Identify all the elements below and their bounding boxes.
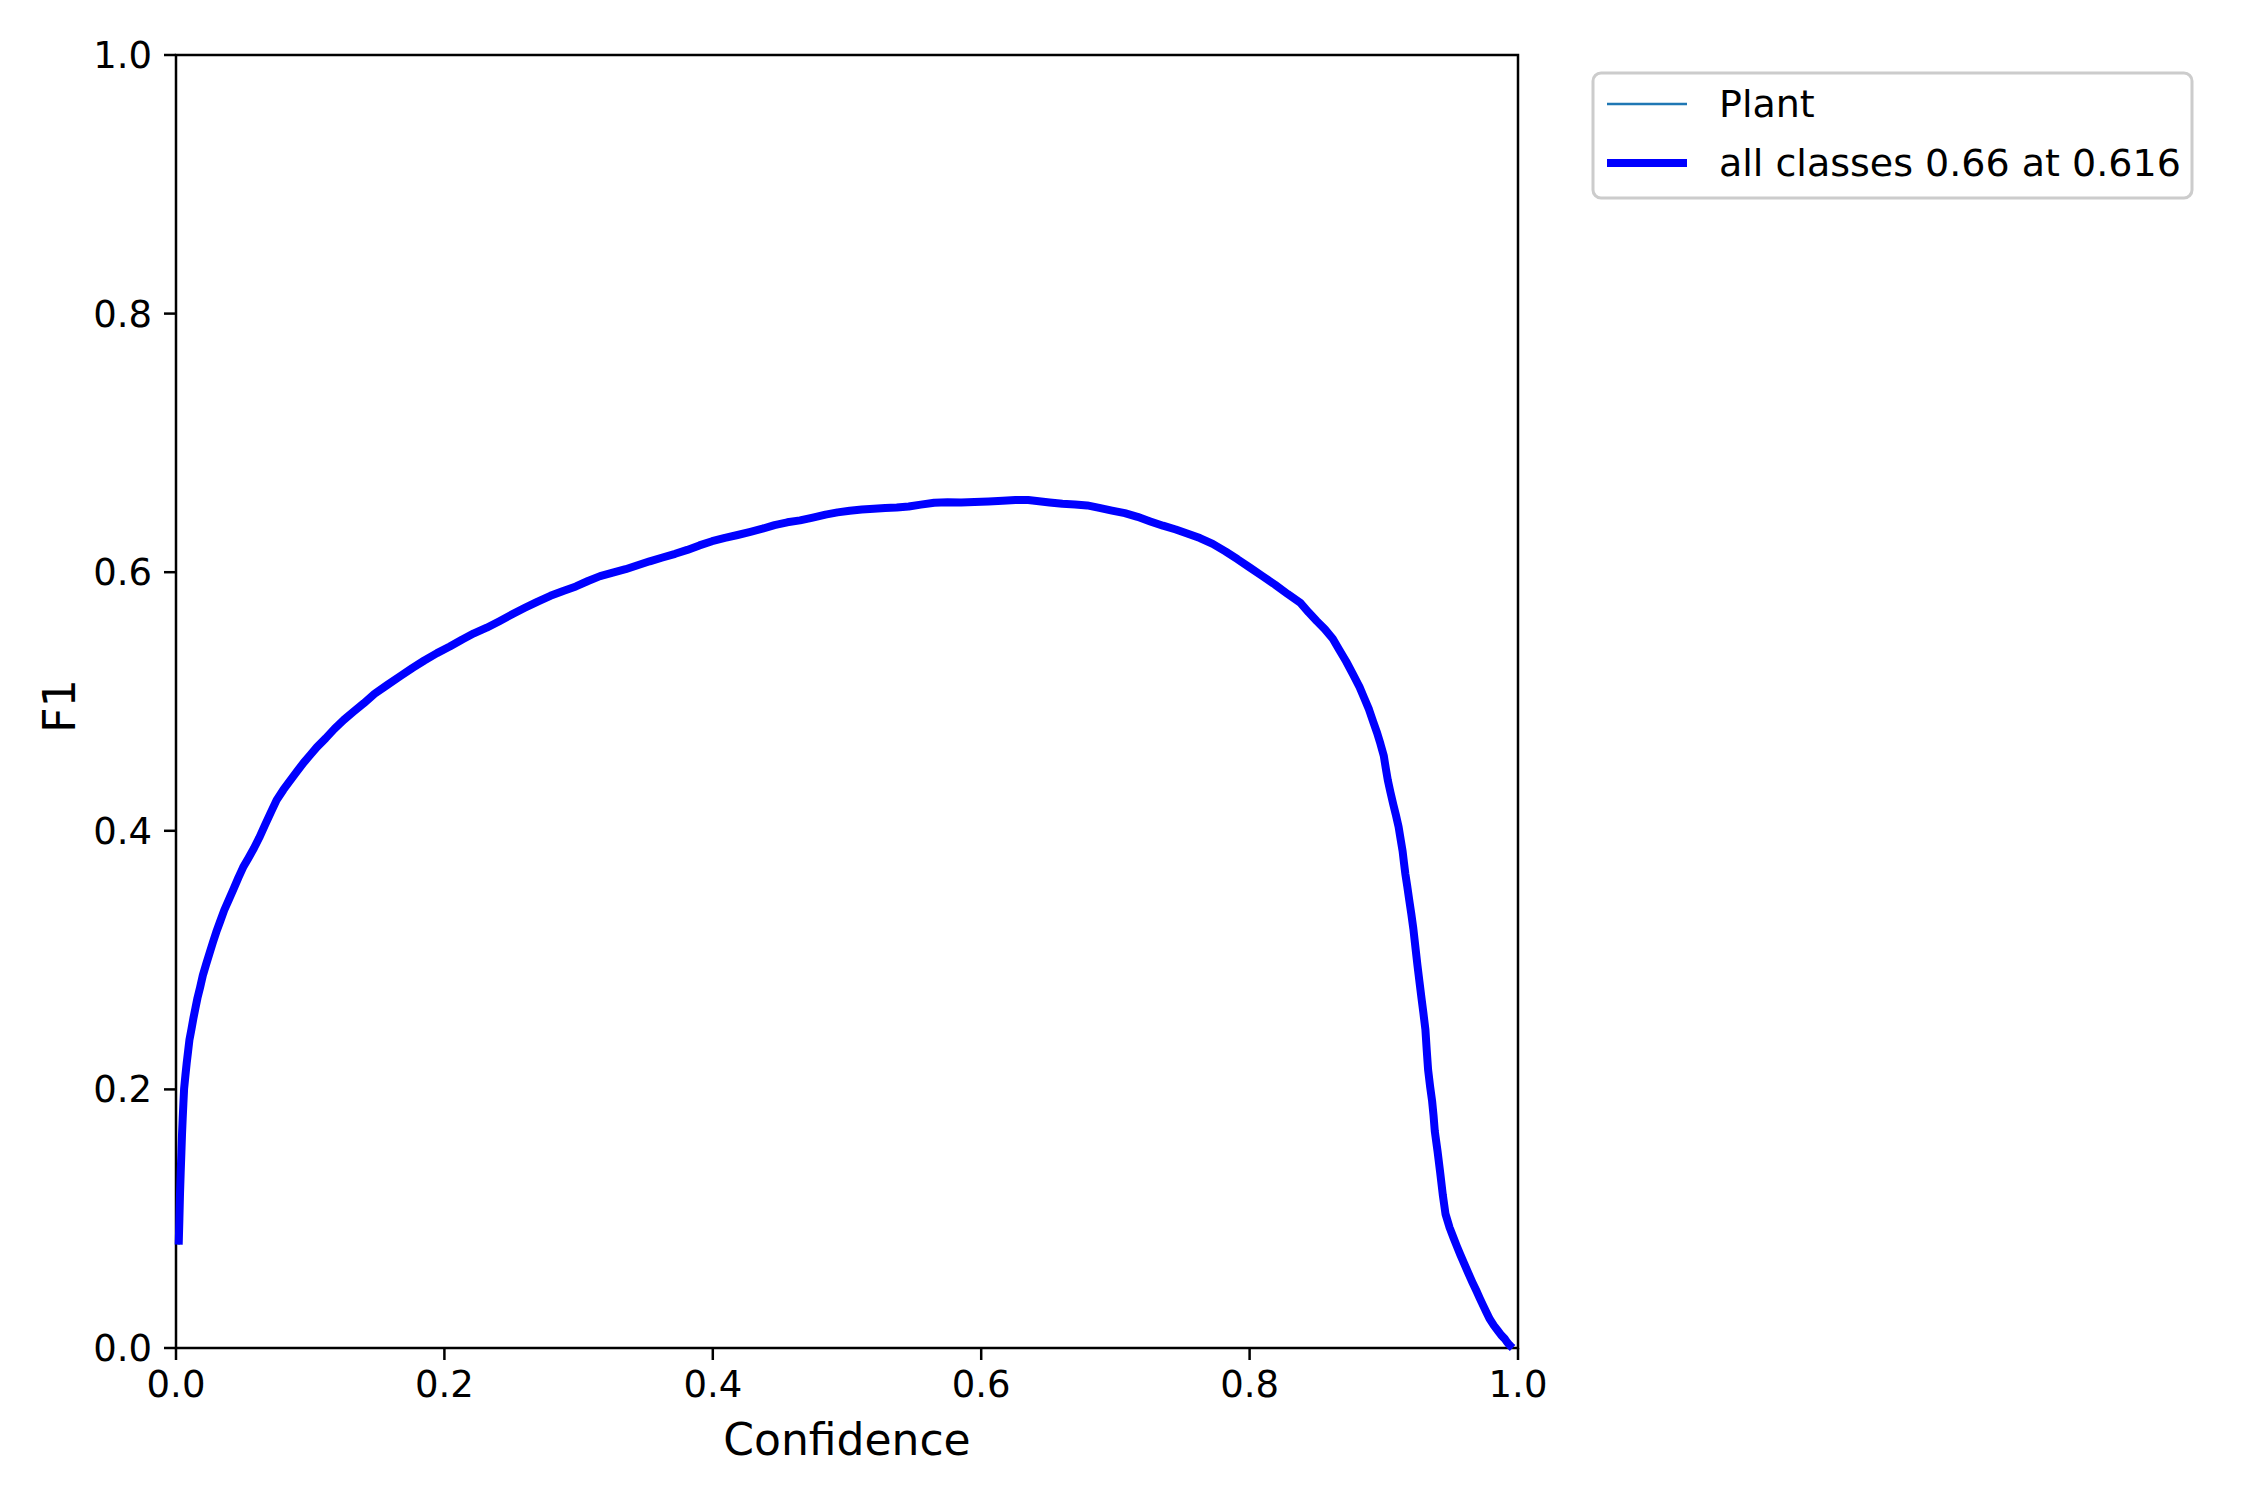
axes-frame bbox=[176, 55, 1518, 1348]
y-tick-label: 0.0 bbox=[93, 1327, 152, 1370]
legend-label-all-classes: all classes 0.66 at 0.616 bbox=[1719, 141, 2181, 185]
legend-label-plant: Plant bbox=[1719, 82, 1815, 126]
all-classes-curve bbox=[179, 500, 1513, 1348]
y-tick-label: 0.4 bbox=[93, 810, 152, 853]
x-tick-label: 0.0 bbox=[147, 1363, 206, 1406]
plant-curve bbox=[179, 500, 1513, 1348]
y-tick-label: 0.2 bbox=[93, 1068, 152, 1111]
x-tick-label: 0.4 bbox=[683, 1363, 742, 1406]
legend: Plant all classes 0.66 at 0.616 bbox=[1593, 73, 2192, 198]
x-tick-label: 0.6 bbox=[952, 1363, 1011, 1406]
x-tick-label: 1.0 bbox=[1489, 1363, 1548, 1406]
figure: 0.0 0.2 0.4 0.6 0.8 1.0 0.0 0.2 0.4 0.6 0.8 1.0 Con… bbox=[0, 0, 2250, 1500]
x-tick-label: 0.2 bbox=[415, 1363, 474, 1406]
f1-confidence-chart: 0.0 0.2 0.4 0.6 0.8 1.0 0.0 0.2 0.4 0.6 0.8 1.0 Con… bbox=[0, 0, 2250, 1500]
axis-ticks: 0.0 0.2 0.4 0.6 0.8 1.0 0.0 0.2 0.4 0.6 0.8 1.0 bbox=[93, 34, 1547, 1406]
x-axis-label: Confidence bbox=[723, 1414, 970, 1465]
x-tick-label: 0.8 bbox=[1220, 1363, 1279, 1406]
y-tick-label: 0.6 bbox=[93, 551, 152, 594]
y-axis-label: F1 bbox=[34, 679, 85, 732]
y-tick-label: 1.0 bbox=[93, 34, 152, 77]
y-tick-label: 0.8 bbox=[93, 293, 152, 336]
